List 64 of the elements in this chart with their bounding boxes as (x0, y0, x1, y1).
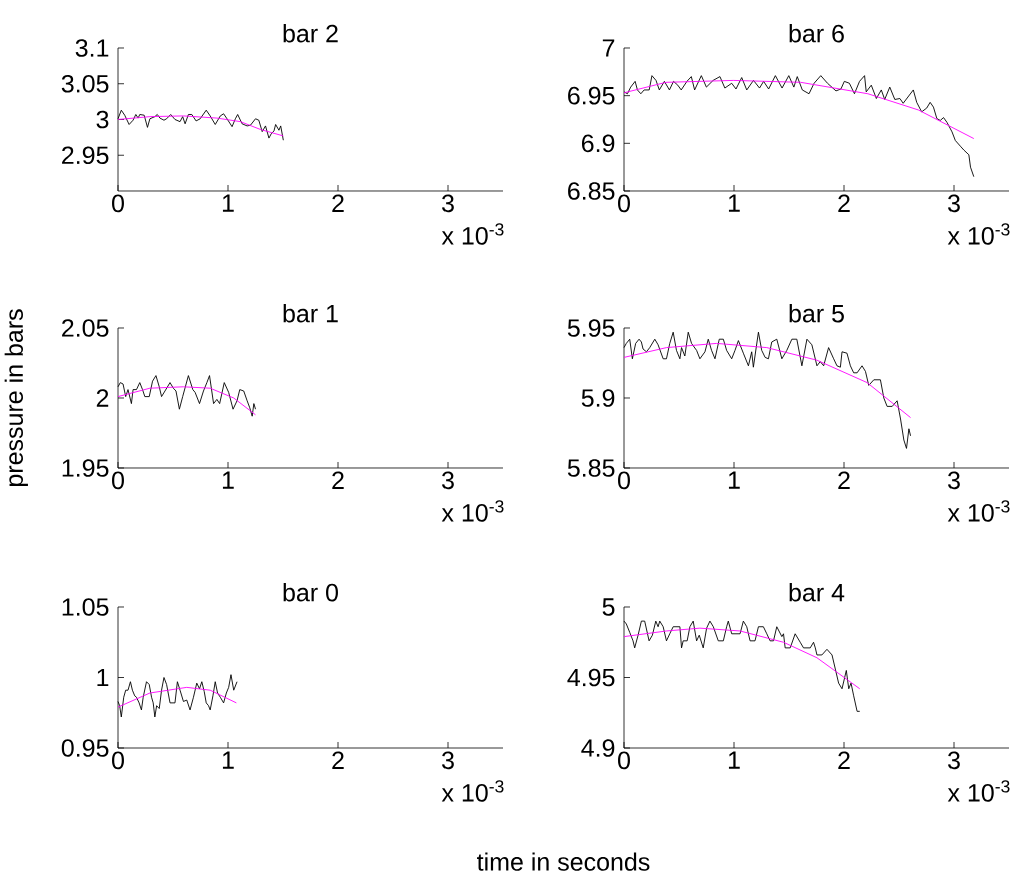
x-tick-label: 3 (948, 194, 960, 213)
line-series (623, 627, 861, 690)
x-tick-label: 2 (838, 471, 850, 489)
y-tick-label: 5.95 (567, 319, 615, 337)
y-tick-label: 2 (96, 389, 109, 407)
x-tick-label: 1 (728, 471, 740, 489)
line-series (623, 342, 912, 419)
x-tick-label: 2 (332, 751, 344, 769)
line-series (117, 115, 284, 137)
y-tick-label: 1.95 (62, 459, 109, 477)
x-axis-title: time in seconds (477, 852, 650, 871)
y-tick-label: 5.85 (567, 459, 615, 477)
y-tick-label: 1.05 (62, 598, 109, 616)
y-axis-title: pressure in bars (4, 309, 28, 487)
x-tick-label: 1 (222, 471, 234, 489)
chart-title: bar 4 (789, 583, 845, 602)
y-tick-label: 6.95 (568, 86, 615, 105)
y-tick-label: 6.85 (568, 182, 615, 200)
y-tick-label: 1 (97, 668, 109, 687)
text: x 10$^{-3}$ (441, 223, 504, 245)
y-tick-label: 3.1 (75, 39, 109, 57)
x-tick-label: 2 (838, 194, 850, 212)
x-tick-label: 0 (112, 471, 124, 490)
y-tick-label: 3 (96, 110, 109, 129)
x-tick-label: 3 (948, 751, 960, 770)
x-tick-label: 0 (618, 471, 630, 490)
x-tick-label: 0 (618, 751, 630, 770)
x-tick-label: 2 (332, 471, 344, 489)
line-series (623, 79, 975, 140)
line-series (117, 686, 237, 708)
y-tick-label: 5.9 (581, 389, 615, 407)
y-tick-label: 2.95 (62, 146, 109, 165)
text: x 10$^{-3}$ (947, 500, 1010, 522)
chart-title: bar 2 (283, 24, 338, 43)
chart-title: bar 5 (789, 304, 844, 323)
chart-title: bar 0 (283, 583, 338, 602)
y-tick-label: 5 (602, 598, 615, 616)
text: x 10$^{-3}$ (947, 780, 1010, 802)
x-tick-label: 0 (112, 751, 124, 770)
chart-title: bar 6 (789, 24, 844, 43)
x-tick-label: 3 (948, 471, 960, 490)
x-tick-label: 3 (442, 194, 454, 213)
x-tick-label: 1 (222, 194, 234, 212)
x-tick-label: 2 (838, 751, 850, 769)
text: x 10$^{-3}$ (441, 500, 504, 522)
x-tick-label: 1 (222, 751, 234, 769)
line-series (117, 386, 256, 416)
y-tick-label: 2.05 (62, 319, 109, 337)
y-tick-label: 3.05 (61, 74, 109, 93)
chart-title: bar 1 (283, 304, 338, 323)
x-tick-label: 3 (442, 751, 454, 770)
text: x 10$^{-3}$ (947, 223, 1010, 245)
x-tick-label: 1 (728, 194, 740, 212)
x-tick-label: 3 (442, 471, 454, 490)
y-tick-label: 4.9 (581, 739, 615, 757)
y-tick-label: 7 (602, 39, 615, 57)
y-tick-label: 4.95 (567, 668, 615, 687)
y-tick-label: 0.95 (61, 739, 109, 757)
text: x 10$^{-3}$ (441, 780, 504, 802)
y-tick-label: 6.9 (581, 134, 615, 153)
x-tick-label: 0 (618, 194, 630, 213)
x-tick-label: 2 (332, 194, 344, 212)
x-tick-label: 0 (112, 194, 124, 213)
x-tick-label: 1 (728, 751, 740, 769)
